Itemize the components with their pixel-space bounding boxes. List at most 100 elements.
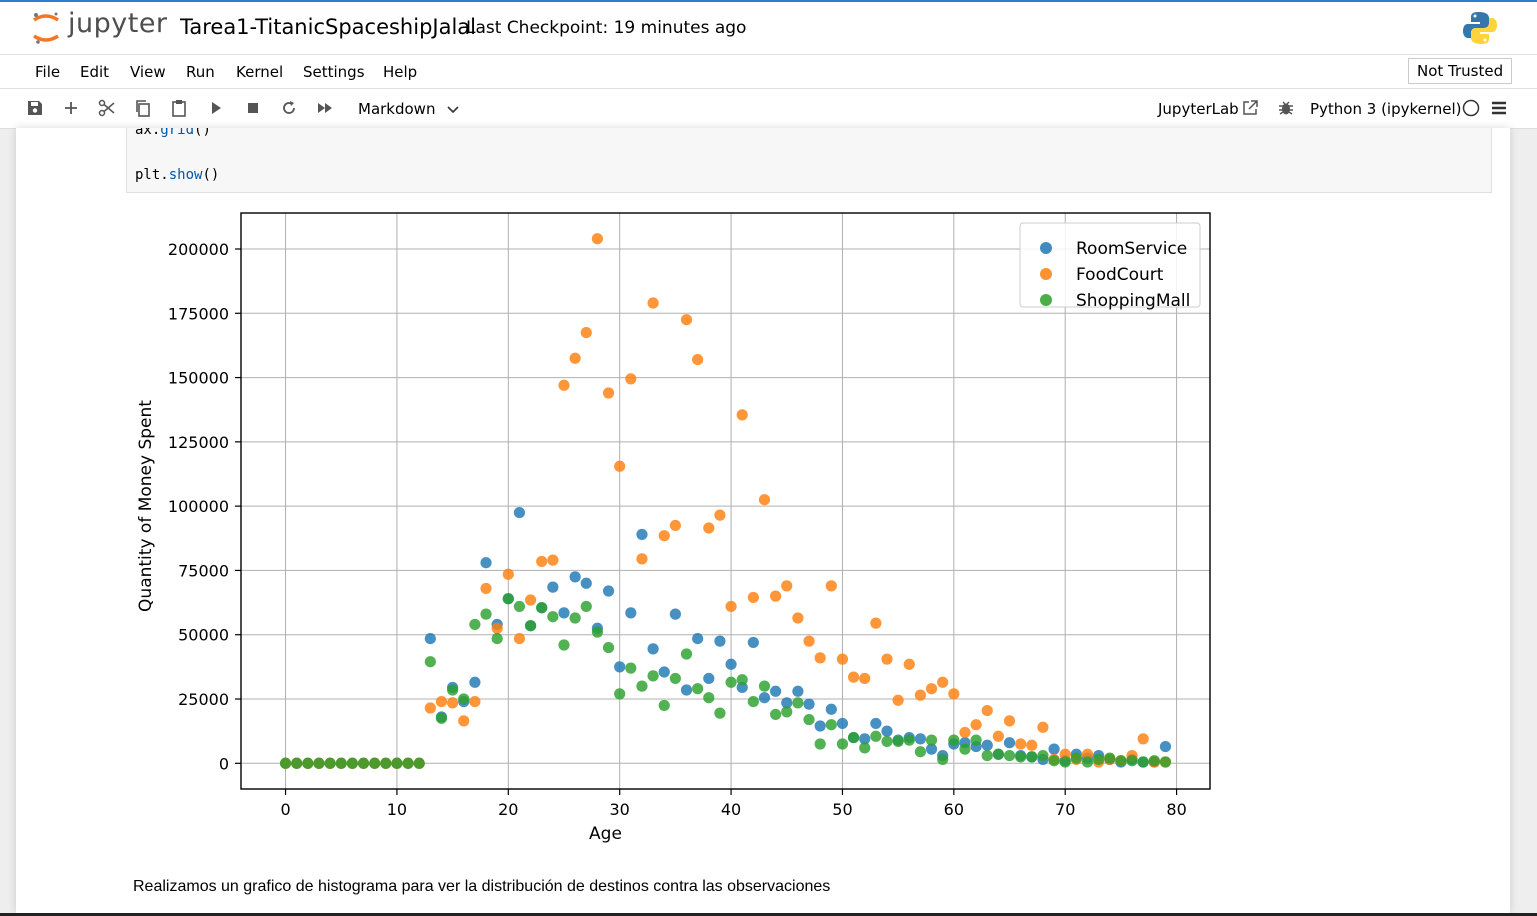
toolbar: Markdown JupyterLab Python 3 (ipykernel) (0, 89, 1537, 129)
point-foodcourt (736, 409, 748, 421)
not-trusted-badge[interactable]: Not Trusted (1408, 58, 1513, 84)
point-shoppingmall (413, 757, 425, 769)
point-foodcourt (1137, 733, 1149, 745)
menu-kernel[interactable]: Kernel (236, 63, 284, 81)
point-foodcourt (536, 555, 548, 568)
y-tick-label: 200000 (168, 240, 229, 259)
menu-file[interactable]: File (35, 63, 61, 81)
menu-edit[interactable]: Edit (80, 63, 110, 81)
jupyter-logo-icon[interactable] (30, 10, 165, 46)
point-roomservice (692, 632, 704, 645)
kernel-status-icon (1462, 99, 1480, 117)
point-shoppingmall (357, 757, 370, 769)
legend-label-shoppingmall: ShoppingMall (1076, 291, 1190, 311)
jupyter-logo-text: jupyter (68, 8, 168, 39)
point-shoppingmall (402, 757, 414, 769)
menu-run[interactable]: Run (186, 63, 215, 81)
point-shoppingmall (302, 757, 314, 769)
point-roomservice (614, 661, 626, 673)
point-shoppingmall (981, 749, 993, 762)
copy-icon[interactable] (133, 98, 153, 118)
top-accent-line (0, 0, 1537, 2)
kernel-name[interactable]: Python 3 (ipykernel) (1310, 100, 1462, 118)
point-shoppingmall (914, 746, 927, 758)
menu-hamburger-icon[interactable] (1489, 98, 1509, 118)
point-roomservice (625, 607, 637, 619)
point-shoppingmall (647, 670, 659, 682)
point-shoppingmall (959, 743, 971, 755)
point-roomservice (803, 698, 815, 710)
point-foodcourt (424, 702, 436, 714)
point-foodcourt (1026, 739, 1038, 751)
point-foodcourt (914, 689, 927, 701)
restart-icon[interactable] (279, 98, 299, 118)
point-foodcourt (770, 590, 782, 602)
point-foodcourt (814, 652, 826, 664)
cut-icon[interactable] (97, 98, 117, 118)
save-icon[interactable] (25, 98, 45, 118)
point-shoppingmall (669, 672, 681, 685)
point-shoppingmall (346, 757, 358, 769)
point-shoppingmall (658, 699, 670, 712)
point-roomservice (480, 557, 492, 569)
point-shoppingmall (770, 708, 782, 721)
point-foodcourt (747, 591, 759, 604)
point-foodcourt (758, 494, 771, 506)
point-foodcourt (625, 373, 637, 385)
notebook-title[interactable]: Tarea1-TitanicSpaceshipJalal (180, 15, 477, 39)
menu-help[interactable]: Help (383, 63, 418, 81)
y-axis-label: Quantity of Money Spent (136, 400, 156, 612)
point-shoppingmall (1148, 755, 1160, 767)
plot-area (241, 213, 1210, 789)
jupyterlab-link[interactable]: JupyterLab (1158, 100, 1239, 118)
point-roomservice (836, 717, 849, 730)
menu-settings[interactable]: Settings (303, 63, 365, 81)
fast-forward-icon[interactable] (315, 98, 335, 118)
point-shoppingmall (480, 608, 492, 620)
code-line-grid: ax.grid() (135, 128, 211, 138)
cell-type-select[interactable]: Markdown (358, 100, 436, 118)
bug-icon[interactable] (1276, 98, 1296, 118)
point-roomservice (781, 697, 793, 709)
point-shoppingmall (536, 602, 548, 614)
point-shoppingmall (881, 735, 893, 748)
x-tick-label: 80 (1166, 800, 1186, 819)
external-link-icon[interactable] (1241, 99, 1259, 117)
markdown-cell-text[interactable]: Realizamos un grafico de histograma para… (133, 878, 831, 895)
point-shoppingmall (847, 731, 860, 744)
point-shoppingmall (903, 734, 915, 746)
point-shoppingmall (335, 757, 347, 769)
point-roomservice (736, 681, 748, 694)
point-foodcourt (925, 683, 938, 695)
stop-icon[interactable] (243, 98, 263, 118)
point-foodcourt (870, 617, 882, 629)
point-shoppingmall (992, 748, 1004, 760)
point-shoppingmall (703, 692, 715, 704)
menu-view[interactable]: View (130, 63, 166, 81)
bottom-edge (0, 913, 1537, 916)
point-shoppingmall (836, 738, 849, 750)
point-foodcourt (692, 353, 704, 366)
point-foodcourt (647, 297, 659, 309)
point-foodcourt (847, 671, 860, 683)
point-shoppingmall (1048, 755, 1060, 767)
chevron-down-icon[interactable] (446, 104, 460, 116)
code-cell-input[interactable]: ax.grid() plt.show() (126, 128, 1492, 193)
paste-icon[interactable] (169, 98, 189, 118)
point-shoppingmall (859, 742, 871, 754)
point-roomservice (647, 643, 659, 655)
point-shoppingmall (1115, 755, 1127, 767)
point-foodcourt (636, 553, 648, 565)
point-foodcourt (1037, 721, 1049, 733)
point-shoppingmall (1093, 753, 1105, 766)
point-roomservice (1003, 737, 1016, 749)
run-icon[interactable] (206, 98, 226, 118)
point-foodcourt (892, 694, 904, 706)
point-roomservice (747, 636, 759, 649)
point-roomservice (580, 577, 592, 589)
y-tick-label: 0 (219, 754, 229, 773)
add-cell-icon[interactable] (61, 98, 81, 118)
point-shoppingmall (870, 730, 882, 742)
point-foodcourt (669, 519, 681, 532)
point-shoppingmall (369, 757, 381, 769)
